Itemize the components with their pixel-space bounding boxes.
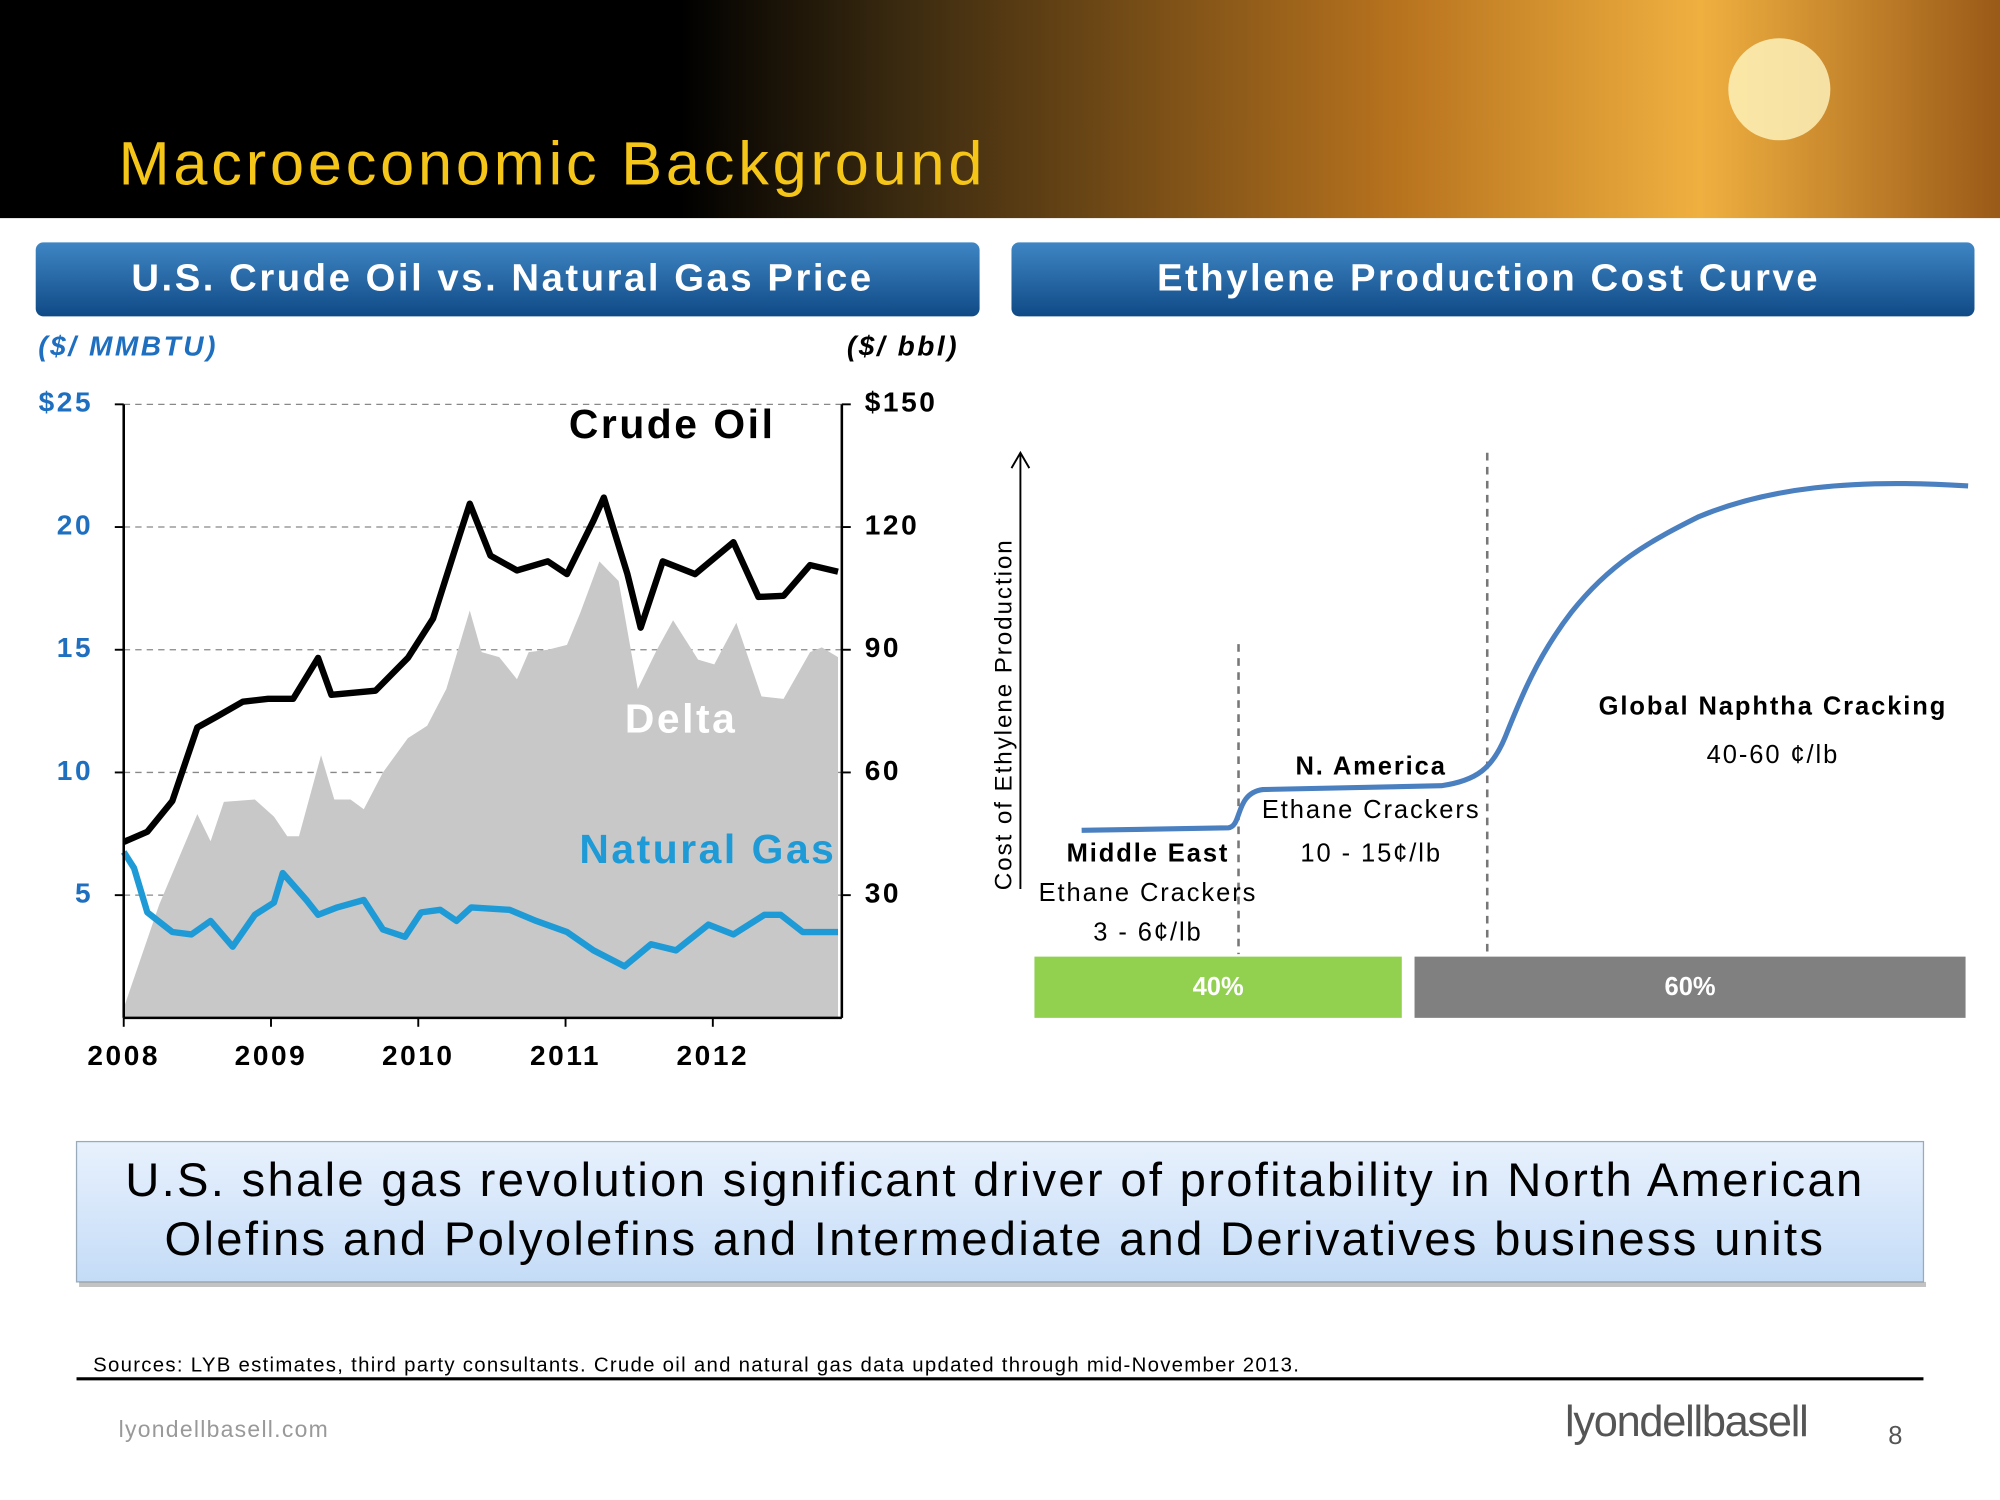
annotation: Middle East — [1067, 839, 1230, 867]
page-number: 8 — [1888, 1422, 1902, 1450]
y-axis-label: ($/ MMBTU) — [38, 331, 218, 362]
annotation: 3 - 6¢/lb — [1093, 918, 1202, 946]
header-banner — [0, 0, 2000, 219]
share-segment — [1414, 956, 1966, 1018]
y2-tick-label: 30 — [865, 878, 901, 909]
callout-shadow — [79, 1281, 1927, 1287]
x-tick-label: 2008 — [87, 1040, 160, 1071]
series-label: Natural Gas — [579, 826, 836, 872]
x-tick-label: 2012 — [677, 1040, 750, 1071]
cost-curve-chart: Cost of Ethylene Production 40% 60% Middle… — [991, 450, 1969, 1018]
callout-box — [75, 1140, 1925, 1283]
x-tick-label: 2011 — [530, 1040, 601, 1071]
y-tick-label: 20 — [57, 509, 93, 540]
callout-text: U.S. shale gas revolution significant dr… — [125, 1154, 1864, 1207]
annotation: Ethane Crackers — [1039, 879, 1258, 907]
website: lyondellbasell.com — [119, 1416, 329, 1442]
y2-tick-label: 120 — [865, 509, 919, 540]
price-chart: ($/ MMBTU) ($/ bbl) 5 10 15 20 $25 30 60 90 120 $… — [38, 331, 959, 1071]
line — [122, 494, 839, 845]
y2-tick-label: 60 — [865, 755, 901, 786]
annotation: N. America — [1295, 753, 1446, 781]
y-tick-label: 15 — [57, 632, 93, 663]
x-tick-label: 2009 — [235, 1040, 308, 1071]
value-label: 40% — [1193, 973, 1244, 1001]
chart-title: U.S. Crude Oil vs. Natural Gas Price — [131, 257, 873, 300]
chart-title: Ethylene Production Cost Curve — [1157, 257, 1820, 300]
series-label: Delta — [625, 696, 738, 742]
annotation: Global Naphtha Cracking — [1599, 693, 1948, 721]
y-axis-label: Cost of Ethylene Production — [991, 538, 1018, 890]
share-segment — [1034, 956, 1402, 1018]
y2-tick-label: $150 — [865, 387, 938, 418]
x-tick-label: 2010 — [382, 1040, 455, 1071]
panel-header — [1011, 242, 1975, 317]
logo: lyondellbasell — [1565, 1398, 1807, 1446]
annotation: 10 - 15¢/lb — [1300, 839, 1442, 867]
area — [123, 561, 839, 1018]
y2-axis-label: ($/ bbl) — [847, 331, 959, 362]
annotation: Ethane Crackers — [1262, 796, 1481, 824]
sources: Sources: LYB estimates, third party cons… — [93, 1354, 1300, 1376]
y-tick-label: 5 — [75, 878, 93, 909]
y2-tick-label: 90 — [865, 632, 901, 663]
annotation: 40-60 ¢/lb — [1707, 741, 1840, 769]
line — [121, 850, 839, 970]
y-tick-label: 10 — [57, 755, 93, 786]
value-label: 60% — [1665, 973, 1716, 1001]
series-label: Crude Oil — [569, 401, 776, 447]
callout-text: Olefins and Polyolefins and Intermediate… — [165, 1213, 1826, 1266]
cost-curve — [1081, 480, 1969, 833]
sun — [1728, 38, 1831, 141]
panel-header — [35, 242, 980, 317]
slide-title: Macroeconomic Background — [119, 130, 987, 198]
arrow-head — [1010, 450, 1031, 469]
y-tick-label: $25 — [39, 387, 93, 418]
